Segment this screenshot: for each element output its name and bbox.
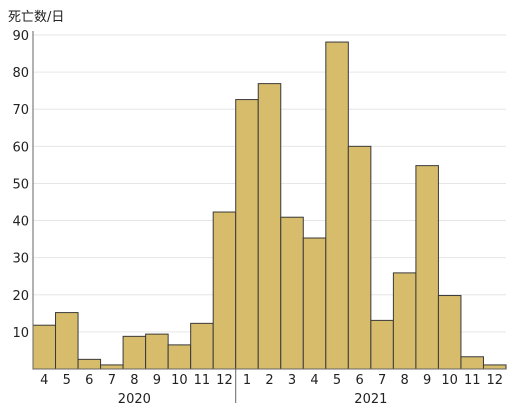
x-tick-label: 9 xyxy=(153,373,161,388)
x-tick-label: 1 xyxy=(243,373,251,388)
x-tick-label: 11 xyxy=(194,373,211,388)
x-tick-label: 7 xyxy=(108,373,116,388)
y-tick-label: 40 xyxy=(12,215,29,230)
x-tick-label: 9 xyxy=(423,373,431,388)
bar xyxy=(370,319,394,370)
y-tick-label: 90 xyxy=(12,29,29,44)
year-label: 2020 xyxy=(118,392,151,407)
bar xyxy=(122,335,147,370)
y-tick-label: 10 xyxy=(12,326,29,341)
x-tick-label: 10 xyxy=(171,373,188,388)
x-tick-label: 6 xyxy=(355,373,363,388)
bar xyxy=(235,99,259,370)
x-tick-label: 4 xyxy=(40,373,48,388)
y-tick-label: 20 xyxy=(12,289,29,304)
x-tick-label: 12 xyxy=(486,373,503,388)
bar xyxy=(302,237,327,370)
bar xyxy=(167,344,192,370)
x-tick-label: 10 xyxy=(441,373,458,388)
bar xyxy=(482,364,507,370)
bar xyxy=(55,312,79,370)
bar xyxy=(392,272,417,370)
bar xyxy=(437,295,462,370)
x-tick-label: 8 xyxy=(130,373,138,388)
bar xyxy=(190,322,214,370)
y-tick-label: 60 xyxy=(12,140,29,155)
x-tick-label: 12 xyxy=(216,373,233,388)
bar xyxy=(145,333,169,370)
bar xyxy=(347,145,372,370)
x-tick-label: 6 xyxy=(85,373,93,388)
x-tick-label: 5 xyxy=(333,373,341,388)
x-tick-label: 4 xyxy=(310,373,318,388)
bar xyxy=(212,211,237,370)
bar xyxy=(100,364,124,370)
y-tick-label: 70 xyxy=(12,103,29,118)
x-tick-label: 8 xyxy=(401,373,409,388)
bar xyxy=(77,358,102,370)
bar xyxy=(32,324,57,370)
y-axis-label: 死亡数/日 xyxy=(8,10,65,25)
bar xyxy=(325,41,349,370)
bar xyxy=(280,216,304,370)
bar xyxy=(415,165,439,370)
x-tick-label: 11 xyxy=(464,373,481,388)
y-tick-label: 80 xyxy=(12,66,29,81)
year-label: 2021 xyxy=(354,392,387,407)
bar xyxy=(460,356,484,370)
y-tick-label: 30 xyxy=(12,252,29,267)
x-tick-label: 3 xyxy=(288,373,296,388)
y-tick-label: 50 xyxy=(12,177,29,192)
x-tick-label: 5 xyxy=(63,373,71,388)
x-tick-label: 7 xyxy=(378,373,386,388)
bar xyxy=(257,83,282,370)
x-tick-label: 2 xyxy=(265,373,273,388)
